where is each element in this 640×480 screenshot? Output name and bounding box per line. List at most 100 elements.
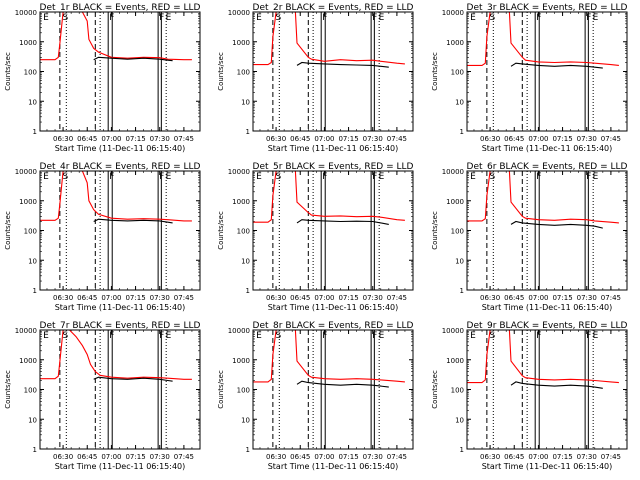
x-tick-label: 07:00 (528, 453, 548, 461)
y-tick-label: 1 (460, 446, 464, 454)
y-tick-label: 10 (28, 416, 37, 424)
y-axis-label: Counts/sec (431, 52, 439, 91)
x-tick-label: 07:00 (314, 135, 334, 143)
lld-series-line (40, 330, 192, 380)
x-axis-label: Start Time (11-Dec-11 06:15:40) (268, 144, 399, 153)
y-tick-label: 10 (28, 257, 37, 265)
y-axis-label: Counts/sec (217, 52, 225, 91)
flag-label: E (256, 13, 262, 23)
y-tick-label: 1 (246, 446, 250, 454)
x-tick-label: 07:45 (387, 294, 407, 302)
x-tick-label: 06:45 (77, 453, 97, 461)
x-tick-label: 07:15 (125, 294, 145, 302)
y-tick-label: 10000 (15, 168, 37, 176)
flag-label: S (489, 172, 495, 182)
x-tick-label: 07:00 (101, 294, 121, 302)
flag-label: E (593, 172, 599, 182)
panel-title: Det_4r BLACK = Events, RED = LLD (40, 162, 201, 172)
flag-label: F (159, 331, 164, 341)
x-tick-label: 06:45 (290, 453, 310, 461)
lld-series-line (40, 171, 192, 222)
flag-label: E (379, 13, 385, 23)
y-tick-label: 1000 (446, 198, 464, 206)
y-tick-label: 100 (24, 387, 37, 395)
y-tick-label: 100 (24, 69, 37, 77)
panel-title: Det_5r BLACK = Events, RED = LLD (253, 162, 414, 172)
y-tick-label: 10 (28, 98, 37, 106)
flag-label: E (593, 13, 599, 23)
y-tick-label: 10 (241, 416, 250, 424)
x-tick-label: 06:30 (53, 453, 73, 461)
panel-title: Det_6r BLACK = Events, RED = LLD (467, 162, 628, 172)
x-axis-label: Start Time (11-Dec-11 06:15:40) (482, 462, 613, 471)
events-series-line (296, 380, 389, 388)
x-axis-label: Start Time (11-Dec-11 06:15:40) (55, 462, 186, 471)
y-tick-label: 100 (237, 69, 250, 77)
x-tick-label: 07:45 (174, 294, 194, 302)
y-tick-label: 10000 (228, 168, 250, 176)
lld-series-line (467, 171, 619, 224)
panel-title: Det_9r BLACK = Events, RED = LLD (467, 321, 628, 331)
x-tick-label: 06:45 (77, 135, 97, 143)
y-tick-label: 1000 (446, 357, 464, 365)
y-tick-label: 1 (246, 287, 250, 295)
detector-panel-9: Det_9r BLACK = Events, RED = LLD Counts/s… (431, 321, 628, 471)
panel-title: Det_7r BLACK = Events, RED = LLD (40, 321, 201, 331)
plot-frame (252, 170, 414, 291)
flag-label: S (489, 331, 495, 341)
events-series-line (93, 376, 173, 382)
flag-label: F (109, 331, 114, 341)
y-tick-label: 100 (24, 228, 37, 236)
flag-label: S (275, 172, 281, 182)
x-tick-label: 07:00 (528, 294, 548, 302)
y-tick-label: 1000 (19, 357, 37, 365)
y-tick-label: 1 (33, 287, 37, 295)
flag-label: F (159, 172, 164, 182)
lld-series-line (40, 12, 192, 61)
y-tick-label: 10000 (228, 9, 250, 17)
events-series-line (296, 61, 389, 68)
plot-frame (466, 329, 628, 450)
flag-label: E (43, 331, 49, 341)
flag-label: E (470, 331, 476, 341)
y-tick-label: 10 (455, 416, 464, 424)
x-tick-label: 06:30 (480, 135, 500, 143)
flag-label: S (489, 13, 495, 23)
x-tick-label: 07:30 (577, 294, 597, 302)
flag-label: E (470, 13, 476, 23)
plot-frame (466, 11, 628, 132)
events-series-line (93, 218, 173, 224)
x-tick-label: 07:15 (552, 294, 572, 302)
y-tick-label: 1000 (446, 39, 464, 47)
flag-label: E (470, 172, 476, 182)
x-tick-label: 06:30 (480, 294, 500, 302)
x-tick-label: 07:30 (150, 294, 170, 302)
events-series-line (296, 219, 389, 225)
lld-series-line (253, 330, 405, 383)
x-tick-label: 07:15 (338, 135, 358, 143)
x-tick-label: 06:30 (266, 453, 286, 461)
x-tick-label: 06:45 (504, 135, 524, 143)
flag-label: S (275, 13, 281, 23)
y-tick-label: 1 (460, 128, 464, 136)
panel-title: Det_1r BLACK = Events, RED = LLD (40, 3, 201, 13)
flag-label: S (62, 172, 68, 182)
flag-label: E (43, 13, 49, 23)
x-tick-label: 07:15 (125, 135, 145, 143)
events-series-line (510, 62, 603, 69)
x-tick-label: 07:30 (150, 453, 170, 461)
x-tick-label: 06:45 (290, 135, 310, 143)
x-tick-label: 06:45 (504, 453, 524, 461)
x-tick-label: 07:30 (363, 294, 383, 302)
y-axis-label: Counts/sec (4, 370, 12, 409)
y-tick-label: 10000 (228, 327, 250, 335)
flag-label: F (109, 172, 114, 182)
x-tick-label: 07:30 (577, 453, 597, 461)
y-tick-label: 1000 (19, 39, 37, 47)
y-tick-label: 10000 (15, 327, 37, 335)
detector-panel-3: Det_3r BLACK = Events, RED = LLD Counts/s… (431, 3, 628, 153)
y-tick-label: 1 (246, 128, 250, 136)
flag-label: F (536, 331, 541, 341)
detector-panel-5: Det_5r BLACK = Events, RED = LLD Counts/s… (217, 162, 414, 312)
